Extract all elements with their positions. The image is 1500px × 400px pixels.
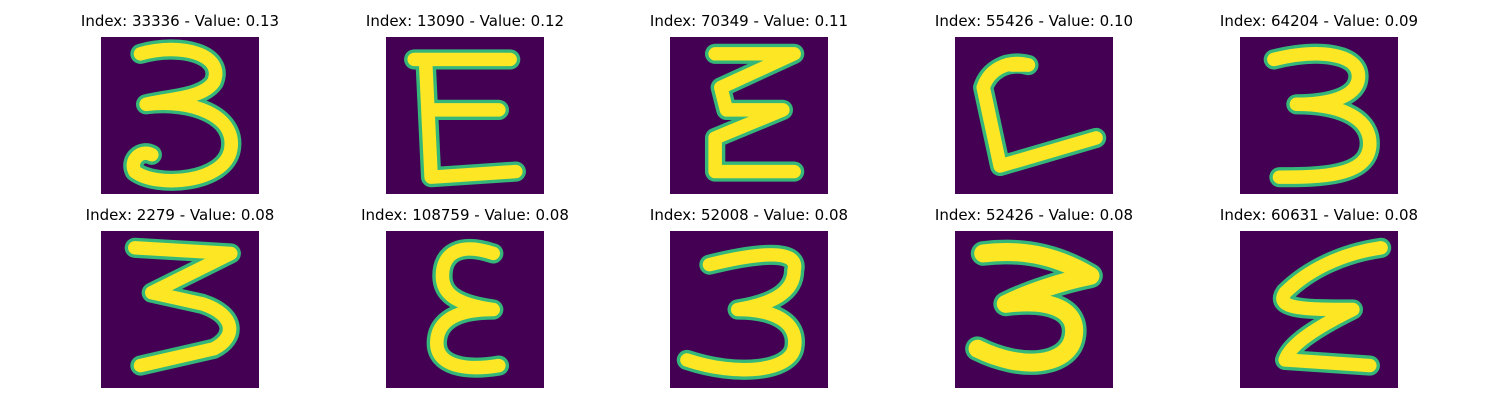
digit-image [670,231,828,388]
panel-title: Index: 60631 - Value: 0.08 [1219,206,1419,224]
panel-title: Index: 108759 - Value: 0.08 [361,206,569,224]
digit-image [955,231,1113,388]
digit-image [386,231,544,388]
panel-9: Index: 52426 - Value: 0.08 [934,206,1134,396]
panel-3: Index: 70349 - Value: 0.11 [649,12,849,202]
digit-image [101,231,259,388]
digit-image [1240,37,1398,194]
panel-title: Index: 33336 - Value: 0.13 [80,12,280,30]
panel-title: Index: 2279 - Value: 0.08 [85,206,275,224]
panel-4: Index: 55426 - Value: 0.10 [934,12,1134,202]
panel-6: Index: 2279 - Value: 0.08 [80,206,280,396]
panel-title: Index: 70349 - Value: 0.11 [649,12,849,30]
panel-1: Index: 33336 - Value: 0.13 [80,12,280,202]
panel-title: Index: 55426 - Value: 0.10 [934,12,1134,30]
panel-5: Index: 64204 - Value: 0.09 [1219,12,1419,202]
panel-10: Index: 60631 - Value: 0.08 [1219,206,1419,396]
digit-image [955,37,1113,194]
panel-title: Index: 64204 - Value: 0.09 [1219,12,1419,30]
digit-image [101,37,259,194]
digit-image [1240,231,1398,388]
digit-image [670,37,828,194]
panel-title: Index: 52008 - Value: 0.08 [649,206,849,224]
panel-title: Index: 13090 - Value: 0.12 [365,12,565,30]
panel-7: Index: 108759 - Value: 0.08 [361,206,569,396]
panel-title: Index: 52426 - Value: 0.08 [934,206,1134,224]
panel-8: Index: 52008 - Value: 0.08 [649,206,849,396]
panel-2: Index: 13090 - Value: 0.12 [365,12,565,202]
digit-image [386,37,544,194]
